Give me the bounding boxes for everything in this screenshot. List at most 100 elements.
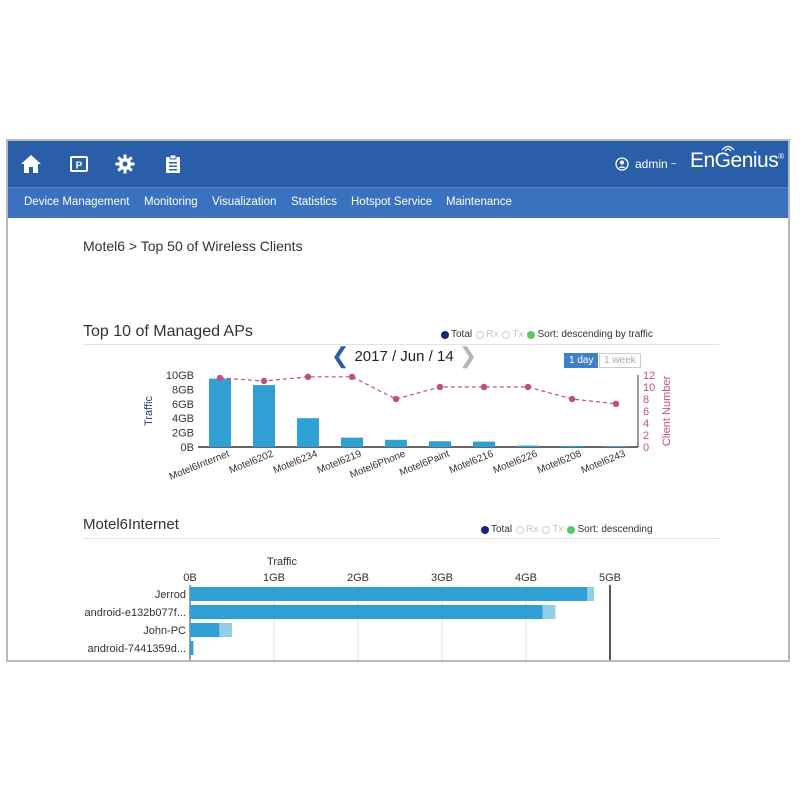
y2-tick-label: 0 [643,442,649,454]
client-label: android-e132b077f... [84,607,186,619]
bar [190,623,220,637]
logo-text: EnGenius [690,149,779,172]
x-tick-label: 0B [183,572,196,584]
bar-segment [587,587,595,601]
parking-icon[interactable]: P [68,153,90,175]
client-point [348,373,356,380]
x-tick-label: Motel6216 [448,448,496,476]
section-title-top-aps: Top 10 of Managed APs [83,323,253,340]
client-line [219,376,617,405]
y2-tick-label: 2 [643,430,649,442]
legend-sort[interactable]: Sort: descending by traffic [527,329,653,340]
engenius-logo: EnGenius® [690,145,784,173]
range-1-week-button[interactable]: 1 week [599,353,641,368]
legend-ap-detail: Total Rx Tx Sort: descending [481,524,657,535]
bar [561,445,583,447]
legend-tx[interactable]: Tx [502,329,523,340]
client-point [524,383,532,391]
client-label: Jerrod [155,589,186,601]
x-tick-label: Motel6Paint [398,449,451,479]
y2-tick-label: 12 [643,370,655,382]
y-tick-label: 6GB [172,399,194,411]
client-point [612,400,620,407]
x-tick-label: Motel6234 [272,448,320,476]
y2-tick-label: 4 [643,418,649,430]
nav-visualization[interactable]: Visualization [212,196,277,208]
legend-top-aps: Total Rx Tx Sort: descending by traffic [441,329,657,340]
client-point [216,374,224,382]
nav-device-management[interactable]: Device Management [24,196,130,208]
user-icon [615,157,629,171]
x-tick-label: Motel6208 [536,448,584,476]
client-point [436,383,444,391]
date-label: 2017 / Jun / 14 [354,347,454,365]
bar [297,418,319,447]
client-point [392,395,400,403]
divider [83,538,719,539]
total-dot-icon [441,330,449,339]
bar [473,441,495,447]
legend-tx-2[interactable]: Tx [542,524,563,535]
sort-dot-icon [527,330,536,339]
section-title-ap-detail: Motel6Internet [83,516,179,533]
top-bar: P admin ~ EnGenius® [8,141,788,187]
y2-axis-label: Client Number [661,376,673,447]
client-point [260,377,268,385]
y-tick-label: 2GB [172,428,194,440]
legend-total[interactable]: Total [441,329,472,340]
breadcrumb: Motel6 > Top 50 of Wireless Clients [83,238,303,254]
user-menu[interactable]: admin ~ [615,155,677,173]
client-point [480,383,488,391]
nav-maintenance[interactable]: Maintenance [446,196,512,208]
username: admin [635,157,668,171]
nav-monitoring[interactable]: Monitoring [144,196,198,208]
y-tick-label: 10GB [166,370,194,382]
y-tick-label: 4GB [172,413,194,425]
bar [190,605,543,619]
bar [429,441,451,447]
rx-dot-icon [476,330,485,339]
legend-rx-2[interactable]: Rx [516,524,538,535]
bar [605,446,627,447]
client-traffic-chart: Traffic 0B 1GB 2GB 3GB 4GB 5GB Jerrod android-e1… [84,556,621,660]
client-label: John-PC [143,625,186,637]
x-tick-label: Motel6243 [580,448,628,476]
x-tick-label: Motel6202 [228,448,276,476]
chart-title: Traffic [267,556,297,568]
registered-mark: ® [778,152,784,161]
prev-date-icon[interactable]: ❮ [331,343,350,368]
legend-total-2[interactable]: Total [481,524,512,535]
clipboard-icon[interactable] [162,153,184,175]
svg-text:P: P [76,161,83,172]
bar [190,587,588,601]
date-navigator: ❮ 2017 / Jun / 14 ❯ [331,343,478,368]
x-tick-label: 5GB [599,572,621,584]
home-icon[interactable] [20,153,42,175]
x-tick-label: Motel6226 [492,448,540,476]
x-tick-label: 2GB [347,572,369,584]
chevron-down-icon: ~ [670,158,677,170]
client-point [304,373,312,380]
x-tick-label: 1GB [263,572,285,584]
y2-tick-label: 10 [643,382,655,394]
tx-dot-icon [542,525,551,534]
x-tick-label: 4GB [515,572,537,584]
bar [209,378,231,447]
nav-statistics[interactable]: Statistics [291,196,338,208]
nav-hotspot-service[interactable]: Hotspot Service [351,196,433,208]
tx-dot-icon [502,330,511,339]
next-date-icon[interactable]: ❯ [458,343,478,368]
gear-icon[interactable] [114,153,136,175]
divider [83,344,719,345]
legend-rx[interactable]: Rx [476,329,498,340]
rx-dot-icon [516,525,525,534]
client-label: android-7441359d... [88,643,186,655]
sort-dot-icon [567,525,576,534]
total-dot-icon [481,525,489,534]
bar-segment [219,623,232,637]
y-tick-label: 8GB [172,384,194,396]
legend-sort-2[interactable]: Sort: descending [567,524,653,535]
bar [341,437,363,447]
range-1-day-button[interactable]: 1 day [564,353,599,368]
